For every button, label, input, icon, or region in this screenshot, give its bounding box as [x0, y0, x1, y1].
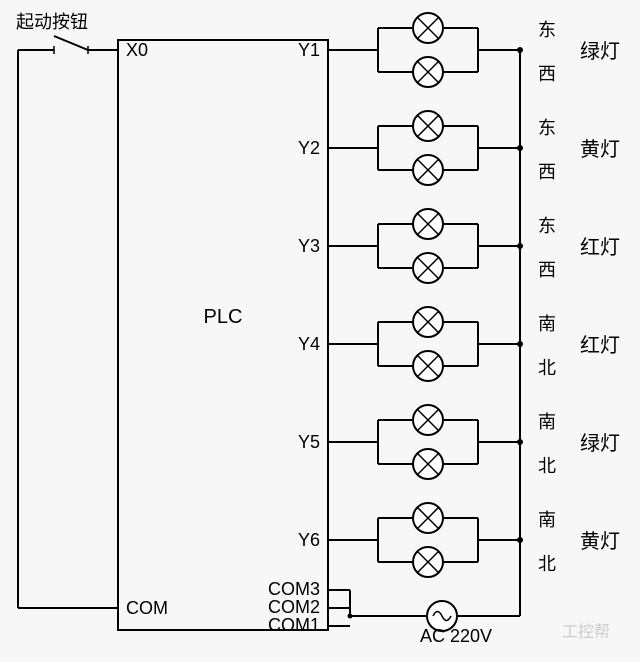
- svg-text:COM2: COM2: [268, 597, 320, 617]
- svg-text:黄灯: 黄灯: [580, 138, 620, 161]
- svg-text:东: 东: [538, 118, 556, 138]
- svg-text:Y1: Y1: [298, 40, 320, 60]
- svg-text:北: 北: [538, 554, 556, 574]
- svg-text:绿灯: 绿灯: [580, 432, 620, 455]
- svg-text:南: 南: [538, 510, 556, 530]
- svg-text:AC 220V: AC 220V: [420, 626, 492, 646]
- svg-text:Y4: Y4: [298, 334, 320, 354]
- svg-text:Y5: Y5: [298, 432, 320, 452]
- svg-text:东: 东: [538, 216, 556, 236]
- svg-text:红灯: 红灯: [580, 334, 620, 357]
- svg-text:北: 北: [538, 358, 556, 378]
- svg-text:Y2: Y2: [298, 138, 320, 158]
- svg-text:PLC: PLC: [204, 306, 243, 328]
- svg-text:西: 西: [538, 64, 556, 84]
- svg-text:X0: X0: [126, 40, 148, 60]
- svg-text:COM3: COM3: [268, 579, 320, 599]
- svg-text:Y3: Y3: [298, 236, 320, 256]
- svg-text:黄灯: 黄灯: [580, 530, 620, 553]
- svg-text:南: 南: [538, 314, 556, 334]
- svg-text:起动按钮: 起动按钮: [16, 12, 88, 32]
- svg-text:红灯: 红灯: [580, 236, 620, 259]
- svg-text:北: 北: [538, 456, 556, 476]
- svg-text:西: 西: [538, 162, 556, 182]
- svg-text:绿灯: 绿灯: [580, 40, 620, 63]
- svg-text:COM1: COM1: [268, 615, 320, 635]
- svg-text:南: 南: [538, 412, 556, 432]
- svg-text:COM: COM: [126, 598, 168, 618]
- plc-wiring-diagram: PLCX0COM起动按钮Y1东西绿灯Y2东西黄灯Y3东西红灯Y4南北红灯Y5南北…: [0, 0, 640, 662]
- svg-text:东: 东: [538, 20, 556, 40]
- svg-text:Y6: Y6: [298, 530, 320, 550]
- svg-text:西: 西: [538, 260, 556, 280]
- plc-box: [118, 40, 328, 630]
